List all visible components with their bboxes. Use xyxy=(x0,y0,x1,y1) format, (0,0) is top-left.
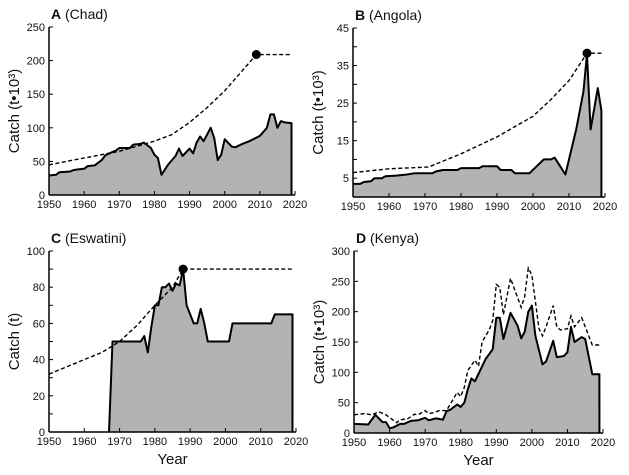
catch-line xyxy=(353,304,601,434)
x-tick-label: 2000 xyxy=(212,199,236,211)
x-tick-label: 2010 xyxy=(248,436,272,448)
dashed-line xyxy=(353,265,600,424)
catch-line xyxy=(48,113,293,196)
panel-letter: A xyxy=(51,6,61,22)
y-tick-label: 15 xyxy=(337,136,349,148)
y-tick-label: 20 xyxy=(33,391,45,403)
y-tick-label: 100 xyxy=(27,123,45,135)
x-tick-label: 1950 xyxy=(37,436,61,448)
x-tick-label: 1960 xyxy=(377,437,401,449)
x-tick-label: 2010 xyxy=(557,201,581,213)
y-tick-label: 100 xyxy=(27,246,45,258)
x-tick-label: 1970 xyxy=(107,199,131,211)
y-axis-label: Catch (t) xyxy=(6,313,23,371)
panel-country: (Kenya) xyxy=(366,230,419,246)
x-tick-label: 1970 xyxy=(413,201,437,213)
panel-title: B (Angola) xyxy=(355,7,422,23)
y-tick-label: 0 xyxy=(344,428,350,440)
y-tick-label: 0 xyxy=(39,427,45,439)
x-tick-label: 1950 xyxy=(37,199,61,211)
panel-b: 5 15 25 35 45 1950 1960 1970 1980 1990 2000 2010 202… xyxy=(310,7,617,213)
catch-area xyxy=(108,269,293,432)
x-tick-label: 2020 xyxy=(591,437,615,449)
y-tick-label: 100 xyxy=(332,367,350,379)
x-tick-label: 2020 xyxy=(593,201,617,213)
panel-letter: D xyxy=(356,230,366,246)
x-axis-label: Year xyxy=(157,451,187,468)
x-tick-label: 1970 xyxy=(107,436,131,448)
panel-country: (Chad) xyxy=(61,6,108,22)
x-tick-label: 1960 xyxy=(72,436,96,448)
x-tick-label: 1950 xyxy=(342,437,366,449)
y-tick-label: 40 xyxy=(33,355,45,367)
y-tick-label: 200 xyxy=(332,307,350,319)
y-tick-label: 5 xyxy=(343,173,349,185)
x-tick-label: 2010 xyxy=(555,437,579,449)
y-tick-label: 150 xyxy=(27,89,45,101)
x-tick-label: 1990 xyxy=(484,437,508,449)
y-axis-label: Catch (t•10³) xyxy=(6,69,23,153)
x-tick-label: 1990 xyxy=(485,201,509,213)
x-tick-label: 2000 xyxy=(213,436,237,448)
panel-letter: C xyxy=(51,230,61,246)
y-tick-label: 80 xyxy=(33,282,45,294)
x-tick-label: 1960 xyxy=(377,201,401,213)
y-tick-label: 60 xyxy=(33,318,45,330)
x-tick-label: 1950 xyxy=(341,201,365,213)
panel-country: (Angola) xyxy=(365,7,422,23)
y-tick-label: 250 xyxy=(332,276,350,288)
x-tick-label: 1980 xyxy=(449,201,473,213)
y-tick-label: 300 xyxy=(332,246,350,258)
x-tick-label: 1980 xyxy=(143,436,167,448)
y-tick-label: 150 xyxy=(332,337,350,349)
x-tick-label: 2020 xyxy=(283,199,307,211)
peak-marker xyxy=(582,48,592,58)
catch-line xyxy=(108,268,294,433)
panel-title: A (Chad) xyxy=(51,6,108,22)
y-tick-label: 45 xyxy=(337,23,349,35)
peak-marker xyxy=(178,264,188,274)
x-tick-label: 1960 xyxy=(72,199,96,211)
x-tick-label: 2000 xyxy=(520,437,544,449)
x-axis-label: Year xyxy=(463,452,493,469)
x-tick-label: 2000 xyxy=(521,201,545,213)
x-tick-label: 1980 xyxy=(142,199,166,211)
y-axis-label: Catch (t•10³) xyxy=(311,300,328,384)
x-tick-label: 2020 xyxy=(284,436,308,448)
x-tick-label: 1970 xyxy=(413,437,437,449)
panel-title: D (Kenya) xyxy=(356,230,419,246)
y-tick-label: 25 xyxy=(337,98,349,110)
dashed-line xyxy=(48,53,292,166)
x-tick-label: 1990 xyxy=(177,199,201,211)
y-tick-label: 35 xyxy=(337,61,349,73)
catch-area xyxy=(354,305,600,433)
y-tick-label: 250 xyxy=(27,22,45,34)
y-tick-label: 50 xyxy=(338,398,350,410)
y-tick-label: 0 xyxy=(39,190,45,202)
panel-country: (Eswatini) xyxy=(61,230,126,246)
panel-title: C (Eswatini) xyxy=(51,230,126,246)
panel-c: 0 20 40 60 80 100 1950 1960 1970 1980 1990 2000 2010… xyxy=(6,230,308,468)
x-tick-label: 1980 xyxy=(448,437,472,449)
x-tick-label: 2010 xyxy=(248,199,272,211)
y-axis-label: Catch (t•10³) xyxy=(310,70,327,154)
y-tick-label: 200 xyxy=(27,56,45,68)
dashed-line xyxy=(48,268,293,375)
dashed-line xyxy=(352,52,602,174)
y-tick-label: 50 xyxy=(33,156,45,168)
x-tick-label: 1990 xyxy=(178,436,202,448)
panel-d: 0 50 100 150 200 250 300 1950 1960 1970 1980 1990 20… xyxy=(311,230,615,469)
catch-line xyxy=(353,53,603,197)
peak-marker xyxy=(251,50,261,60)
panel-letter: B xyxy=(355,7,365,23)
catch-area xyxy=(49,114,292,195)
panel-a: 0 50 100 150 200 250 1950 1960 1970 1980 1990 2000 2… xyxy=(6,6,307,211)
